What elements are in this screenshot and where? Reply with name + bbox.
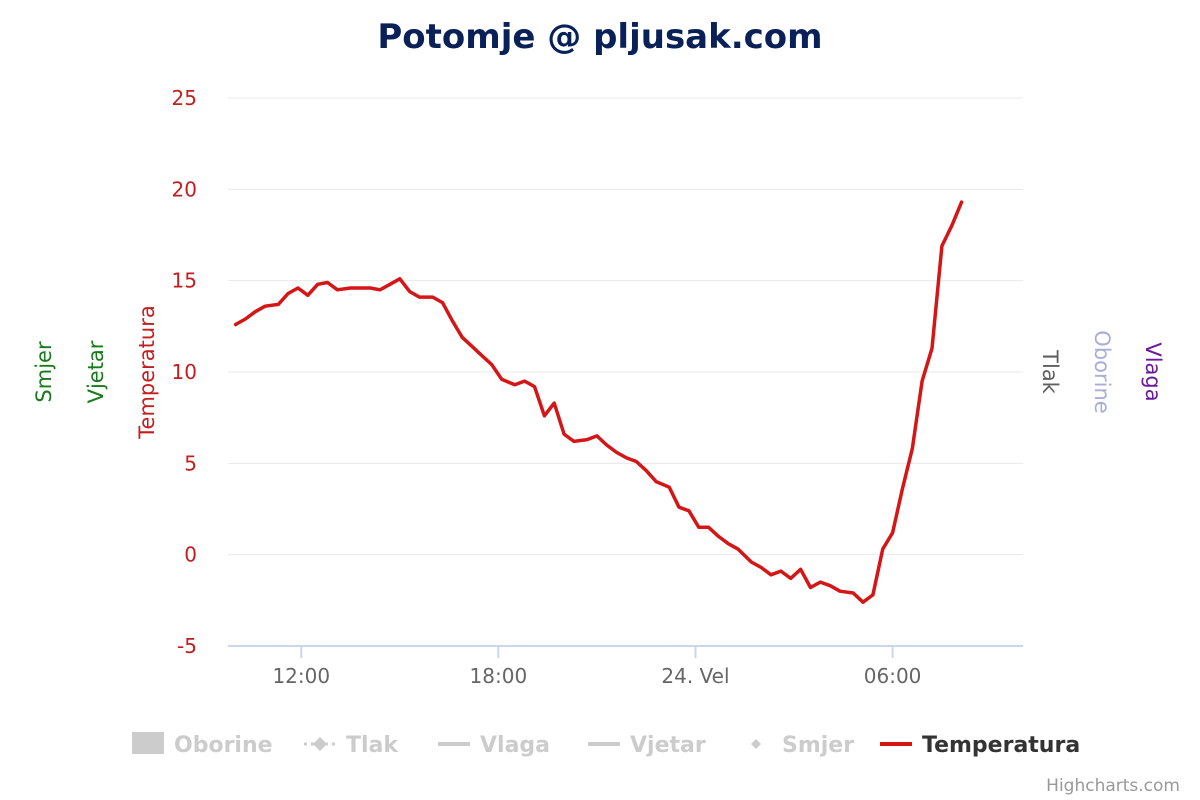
series-line-temperatura[interactable] [233,200,964,604]
legend-label: Vlaga [480,733,550,758]
y-axis-ticks: 25 20 15 10 5 0 -5 [172,86,197,658]
legend-label: Temperatura [922,733,1080,758]
legend-label: Tlak [346,733,399,758]
y-tick-label: 25 [172,86,197,110]
left-axis-title-vjetar: Vjetar [84,340,108,403]
legend-item-temperatura[interactable]: Temperatura [880,733,1080,758]
legend-symbol-square [132,732,164,754]
legend: Oborine Tlak Vlaga Vjetar Smjer Temperatura [132,732,1080,758]
legend-label: Smjer [782,733,854,758]
legend-item-vlaga[interactable]: Vlaga [438,733,550,758]
chart-title: Potomje @ pljusak.com [377,17,822,57]
legend-label: Vjetar [630,733,706,758]
y-tick-label: 5 [184,451,197,475]
left-axis-title-smjer: Smjer [32,341,56,403]
legend-item-oborine[interactable]: Oborine [132,732,273,758]
y-tick-label: 15 [172,269,197,293]
credits-link[interactable]: Highcharts.com [1046,776,1180,796]
x-axis-ticks: 12:00 18:00 24. Vel 06:00 [272,646,921,688]
y-tick-label: 10 [172,360,197,384]
grid [228,97,1023,647]
right-axis-title-vlaga: Vlaga [1141,342,1165,401]
y-tick-label: -5 [177,634,197,658]
right-axis-title-oborine: Oborine [1090,330,1114,413]
y-axis-title-temperature: Temperatura [135,305,159,439]
x-tick-label: 12:00 [272,664,330,688]
legend-item-tlak[interactable]: Tlak [304,733,399,758]
y-tick-label: 20 [172,177,197,201]
right-axis-title-tlak: Tlak [1038,349,1062,395]
x-tick-label: 06:00 [864,664,922,688]
series-group [233,200,964,604]
y-tick-label: 0 [184,543,197,567]
legend-symbol-diamond [313,737,327,751]
legend-label: Oborine [174,733,273,758]
legend-item-smjer[interactable]: Smjer [751,733,854,758]
legend-item-vjetar[interactable]: Vjetar [588,733,706,758]
x-tick-label: 18:00 [470,664,528,688]
legend-symbol-diamond [751,739,761,749]
x-tick-label: 24. Vel [661,664,729,688]
